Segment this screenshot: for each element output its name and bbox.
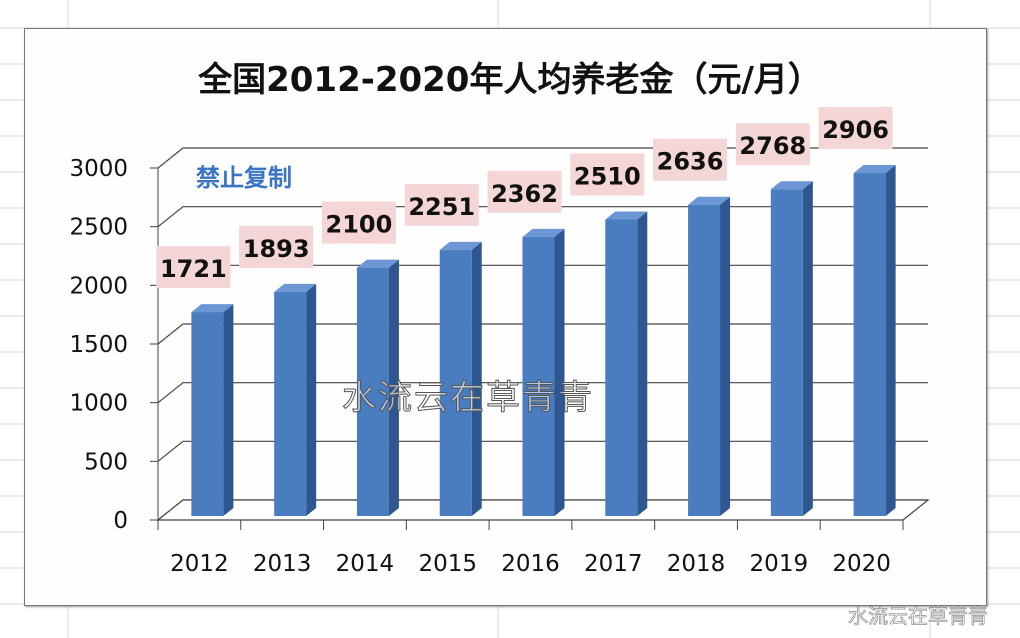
gridline (157, 323, 928, 345)
bar-side (388, 259, 399, 516)
bar-top (770, 181, 813, 190)
x-tick-label: 2018 (667, 551, 726, 577)
x-tick-label: 2014 (336, 551, 395, 577)
bar-side (802, 181, 813, 517)
gridline (157, 206, 928, 228)
bar-top (853, 165, 896, 174)
data-label-bg (404, 183, 479, 226)
bar (274, 291, 307, 516)
x-tick-label: 2017 (584, 551, 643, 577)
bar (770, 189, 803, 517)
x-tick-label: 2015 (418, 551, 477, 577)
data-label-bg (156, 246, 231, 289)
data-label: 2906 (822, 116, 889, 144)
gridline (157, 382, 928, 404)
bar (853, 173, 886, 516)
bar-top (688, 196, 731, 205)
data-label: 2251 (408, 193, 475, 221)
y-tick-label: 500 (84, 449, 128, 475)
y-tick-label: 2000 (69, 273, 128, 299)
data-label-bg (239, 225, 314, 268)
y-tick-label: 2500 (69, 215, 128, 241)
bar-side (720, 196, 731, 516)
data-label: 2100 (326, 211, 393, 239)
watermark-top: 禁止复制 (196, 164, 292, 192)
bar (605, 219, 638, 516)
x-tick-label: 2013 (253, 551, 312, 577)
bar (688, 204, 721, 516)
data-label: 2768 (739, 132, 806, 160)
bar (439, 249, 472, 516)
bar-top (356, 259, 399, 268)
bar-top (439, 241, 482, 250)
data-label: 1893 (243, 235, 310, 263)
bar-top (522, 228, 565, 237)
bar-side (554, 228, 565, 516)
y-tick-label: 1500 (69, 332, 128, 358)
bar-top (191, 304, 234, 313)
x-tick-label: 2012 (170, 551, 229, 577)
bar (356, 267, 389, 516)
bar-side (223, 304, 234, 516)
y-tick-label: 1000 (69, 391, 128, 417)
data-label-bg (653, 138, 728, 181)
bar-top (605, 211, 648, 220)
bar (191, 312, 224, 516)
x-tick-label: 2019 (750, 551, 809, 577)
y-tick-label: 0 (113, 508, 128, 534)
data-label-bg (570, 153, 645, 196)
x-tick-label: 2020 (832, 551, 891, 577)
bar-top (274, 283, 317, 292)
bar (522, 236, 555, 516)
data-label: 1721 (160, 255, 227, 283)
data-label: 2510 (574, 162, 641, 190)
bar-side (885, 165, 896, 516)
chart-title: 全国2012-2020年人均养老金（元/月） (198, 60, 822, 100)
bar-side (471, 241, 482, 516)
watermark-corner: 水流云在草青青 (848, 604, 989, 629)
data-label-bg (487, 170, 562, 213)
data-label-bg (321, 201, 396, 244)
data-label: 2362 (491, 180, 558, 208)
bar-side (637, 211, 648, 516)
x-tick-label: 2016 (501, 551, 560, 577)
gridline (157, 440, 928, 462)
bar-side (306, 283, 317, 516)
data-label: 2636 (657, 148, 724, 176)
data-label-bg (735, 123, 810, 166)
watermark-center: 水流云在草青青 (342, 378, 594, 419)
y-tick-label: 3000 (69, 156, 128, 182)
data-label-bg (818, 107, 893, 150)
